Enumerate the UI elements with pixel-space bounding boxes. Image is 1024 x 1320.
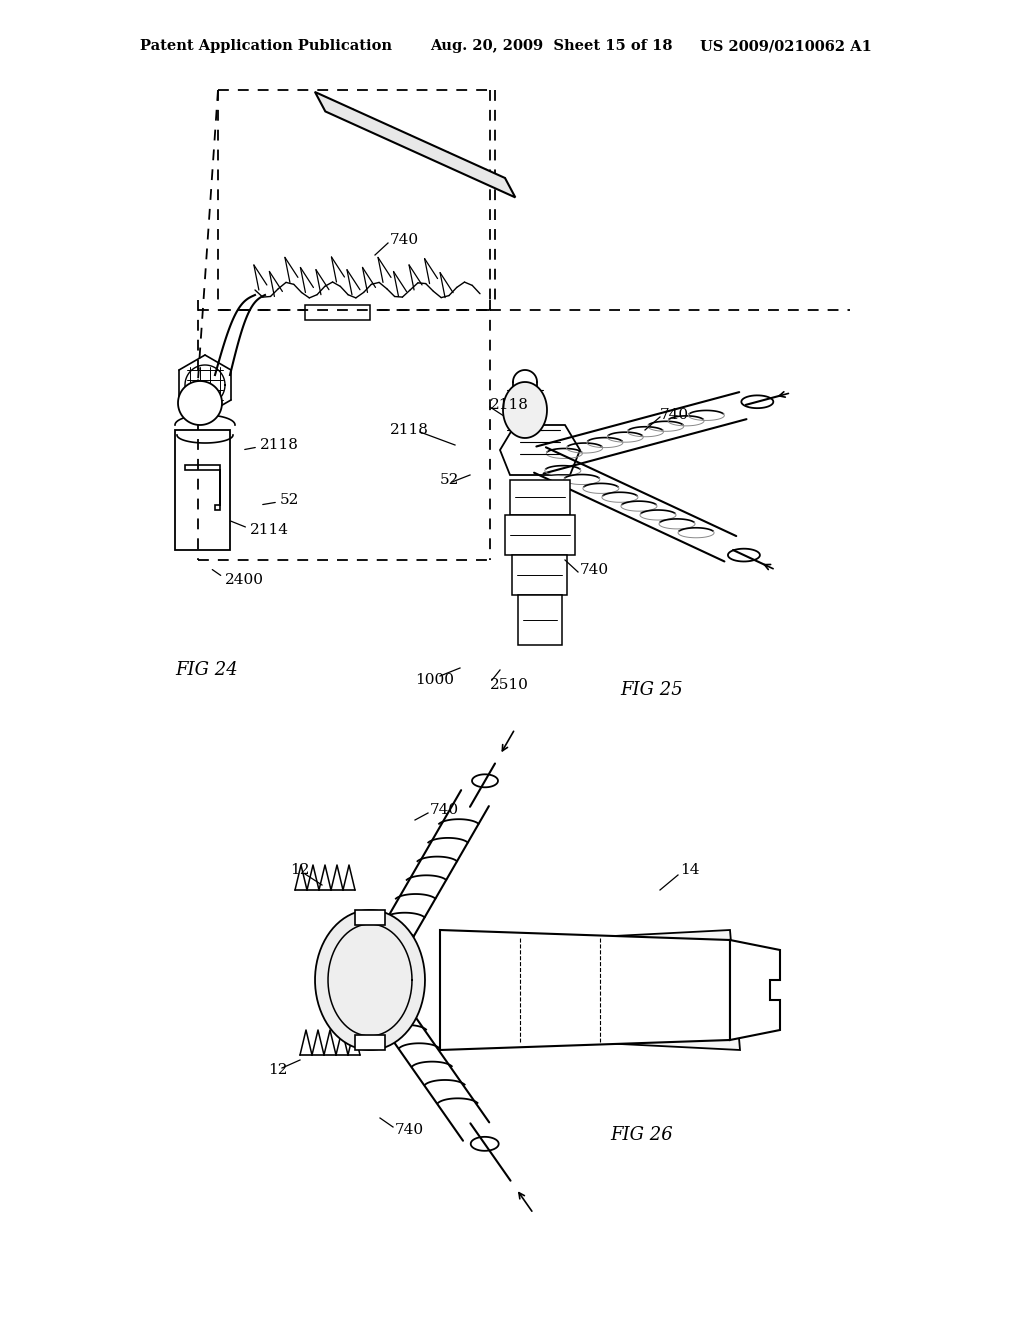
- Polygon shape: [471, 1137, 499, 1151]
- Text: FIG 25: FIG 25: [620, 681, 683, 700]
- Text: 2114: 2114: [250, 523, 289, 537]
- Polygon shape: [315, 909, 425, 1049]
- Polygon shape: [355, 909, 385, 925]
- Polygon shape: [472, 775, 498, 787]
- Polygon shape: [518, 595, 562, 645]
- Text: Patent Application Publication: Patent Application Publication: [140, 40, 392, 53]
- Text: 52: 52: [440, 473, 460, 487]
- Polygon shape: [512, 554, 567, 595]
- Polygon shape: [440, 931, 730, 1049]
- Polygon shape: [185, 465, 220, 510]
- Text: 52: 52: [280, 492, 299, 507]
- Polygon shape: [730, 940, 780, 1040]
- Text: 12: 12: [290, 863, 309, 876]
- Text: 2400: 2400: [225, 573, 264, 587]
- Polygon shape: [315, 92, 515, 198]
- Polygon shape: [503, 381, 547, 438]
- Polygon shape: [355, 1035, 385, 1049]
- Polygon shape: [440, 931, 740, 1049]
- Text: US 2009/0210062 A1: US 2009/0210062 A1: [700, 40, 871, 53]
- Polygon shape: [728, 549, 760, 561]
- Text: 740: 740: [580, 564, 609, 577]
- Text: 2118: 2118: [260, 438, 299, 451]
- Text: 1000: 1000: [415, 673, 454, 686]
- Text: 740: 740: [660, 408, 689, 422]
- Polygon shape: [500, 425, 580, 475]
- Text: 2118: 2118: [490, 399, 528, 412]
- Text: 14: 14: [680, 863, 699, 876]
- Text: 12: 12: [268, 1063, 288, 1077]
- Polygon shape: [175, 430, 230, 550]
- Polygon shape: [505, 515, 575, 554]
- Text: 740: 740: [395, 1123, 424, 1137]
- Text: FIG 26: FIG 26: [610, 1126, 673, 1144]
- Polygon shape: [178, 381, 222, 425]
- Polygon shape: [305, 305, 370, 319]
- Text: 2118: 2118: [390, 422, 429, 437]
- Text: 740: 740: [390, 234, 419, 247]
- Polygon shape: [510, 480, 570, 515]
- Text: 740: 740: [430, 803, 459, 817]
- Text: FIG 24: FIG 24: [175, 661, 238, 678]
- Text: Aug. 20, 2009  Sheet 15 of 18: Aug. 20, 2009 Sheet 15 of 18: [430, 40, 673, 53]
- Polygon shape: [741, 396, 773, 408]
- Text: 2510: 2510: [490, 678, 528, 692]
